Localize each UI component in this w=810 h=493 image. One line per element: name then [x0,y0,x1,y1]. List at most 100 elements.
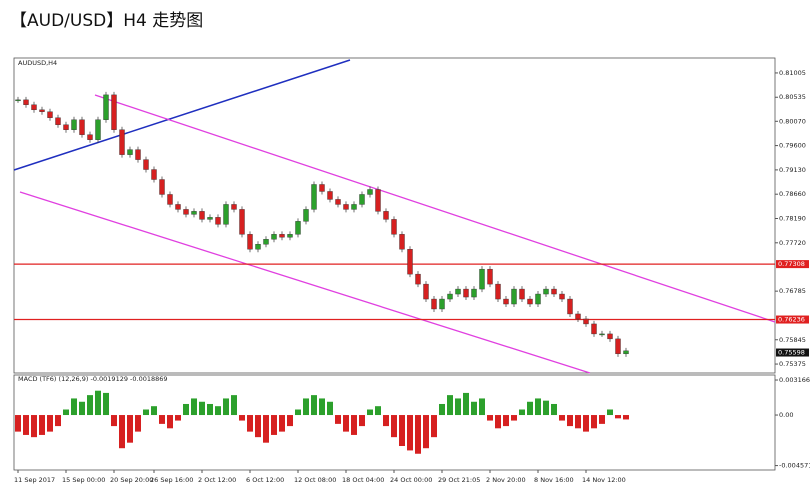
x-tick-label: 26 Sep 16:00 [150,476,193,484]
candle-body [95,119,101,140]
candle-body [63,124,69,130]
macd-bar [103,392,109,416]
y-tick-label: 0.79130 [779,166,806,174]
price-tag [776,348,809,357]
macd-bar [359,415,365,427]
macd-bar [127,415,133,443]
macd-bar [199,401,205,416]
level-tag [776,315,809,324]
y-tick-label: 0.77720 [779,239,806,247]
candle-body [359,194,365,205]
x-tick-label: 24 Oct 00:00 [390,476,432,484]
macd-bar [167,415,173,429]
candle-body [511,288,517,305]
y-tick-label: 0.81005 [779,69,806,77]
macd-bar [511,415,517,421]
x-tick-label: 6 Oct 12:00 [246,476,284,484]
macd-bar [295,409,301,416]
candle-body [207,217,213,220]
candle-body [151,169,157,180]
macd-bar [231,395,237,416]
macd-bar [183,403,189,416]
candle-body [199,211,205,220]
macd-bar [239,415,245,421]
macd-bar [623,415,629,420]
macd-bar [191,398,197,416]
candle-body [383,211,389,220]
candle-body [271,234,277,240]
macd-tick-label: -0.004571 [779,462,810,470]
candle-body [191,211,197,215]
candle-body [519,288,525,300]
candle-body [543,288,549,295]
level-label: 0.76236 [778,316,805,324]
macd-bar [535,398,541,416]
candle-body [119,129,125,155]
candle-body [535,293,541,305]
candle-body [167,194,173,205]
candle-body [231,204,237,210]
current-price: 0.75598 [778,349,805,357]
candle-body [407,249,413,275]
candle-body [47,111,53,118]
macd-bar [143,409,149,416]
macd-bar [351,415,357,435]
x-tick-label: 2 Oct 12:00 [198,476,236,484]
candle-body [415,273,421,285]
macd-bar [207,403,213,416]
candle-body [615,338,621,355]
candle-body [591,323,597,335]
candle-body [79,119,85,135]
candle-body [487,268,493,285]
macd-bar [551,403,557,416]
candle-body [143,159,149,170]
x-tick-label: 8 Nov 16:00 [534,476,574,484]
candle-body [503,298,509,305]
macd-bar [303,398,309,416]
macd-label: MACD (TF6) (12,26,9) -0.0019129 -0.00188… [18,375,168,383]
candle-body [127,149,133,155]
macd-bar [95,390,101,416]
macd-bar [519,409,525,416]
candle-body [351,204,357,210]
candle-body [183,209,189,215]
macd-bar [463,392,469,416]
candle-body [527,298,533,305]
candle-body [135,149,141,160]
macd-bar [575,415,581,429]
x-tick-label: 14 Nov 12:00 [582,476,626,484]
macd-bar [487,415,493,421]
y-tick-label: 0.75375 [779,360,806,368]
candle-body [399,234,405,250]
macd-bar [15,415,21,432]
y-tick-label: 0.75845 [779,336,806,344]
macd-bar [159,415,165,424]
macd-bar [287,415,293,427]
macd-bar [567,415,573,427]
candle-body [103,94,109,120]
macd-bar [39,415,45,435]
macd-bar [543,400,549,416]
candle-body [159,179,165,195]
candle-body [303,209,309,222]
candle-body [215,217,221,225]
x-tick-label: 11 Sep 2017 [14,476,55,484]
candle-body [343,204,349,210]
symbol: AUDUSD,H4 [18,59,57,67]
candle-body [423,283,429,300]
y-tick-label: 0.80535 [779,93,806,101]
x-tick-label: 15 Sep 00:00 [62,476,105,484]
macd-bar [471,401,477,416]
macd-bar [311,395,317,416]
candle-body [263,239,269,245]
macd-tick-label: 0.00 [779,411,793,419]
macd-bar [319,398,325,416]
channel-lower [19,191,591,374]
macd-bar [439,403,445,416]
candle-body [599,333,605,336]
macd-bar [135,415,141,432]
candle-body [575,313,581,320]
y-tick-label: 0.76785 [779,287,806,295]
candle-body [311,184,317,210]
